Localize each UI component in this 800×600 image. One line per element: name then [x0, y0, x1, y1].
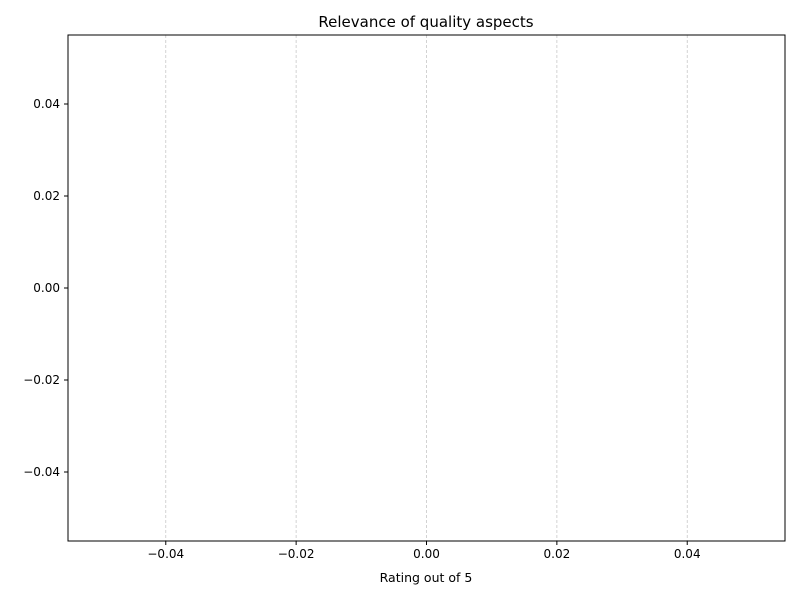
y-tick-label: 0.02	[33, 189, 60, 203]
grid-layer	[165, 35, 688, 541]
y-axis: −0.04 −0.02 0.00 0.02 0.04	[23, 97, 68, 479]
x-tick-label: 0.00	[413, 547, 440, 561]
x-tick-label: 0.02	[544, 547, 571, 561]
y-tick-label: −0.04	[23, 465, 60, 479]
x-tick-label: −0.04	[147, 547, 184, 561]
y-tick-label: 0.00	[33, 281, 60, 295]
y-tick-label: 0.04	[33, 97, 60, 111]
x-tick-label: 0.04	[674, 547, 701, 561]
y-tick-label: −0.02	[23, 373, 60, 387]
x-axis: −0.04 −0.02 0.00 0.02 0.04	[147, 541, 701, 561]
x-tick-label: −0.02	[278, 547, 315, 561]
x-axis-label: Rating out of 5	[380, 570, 473, 585]
chart-title: Relevance of quality aspects	[318, 13, 533, 31]
